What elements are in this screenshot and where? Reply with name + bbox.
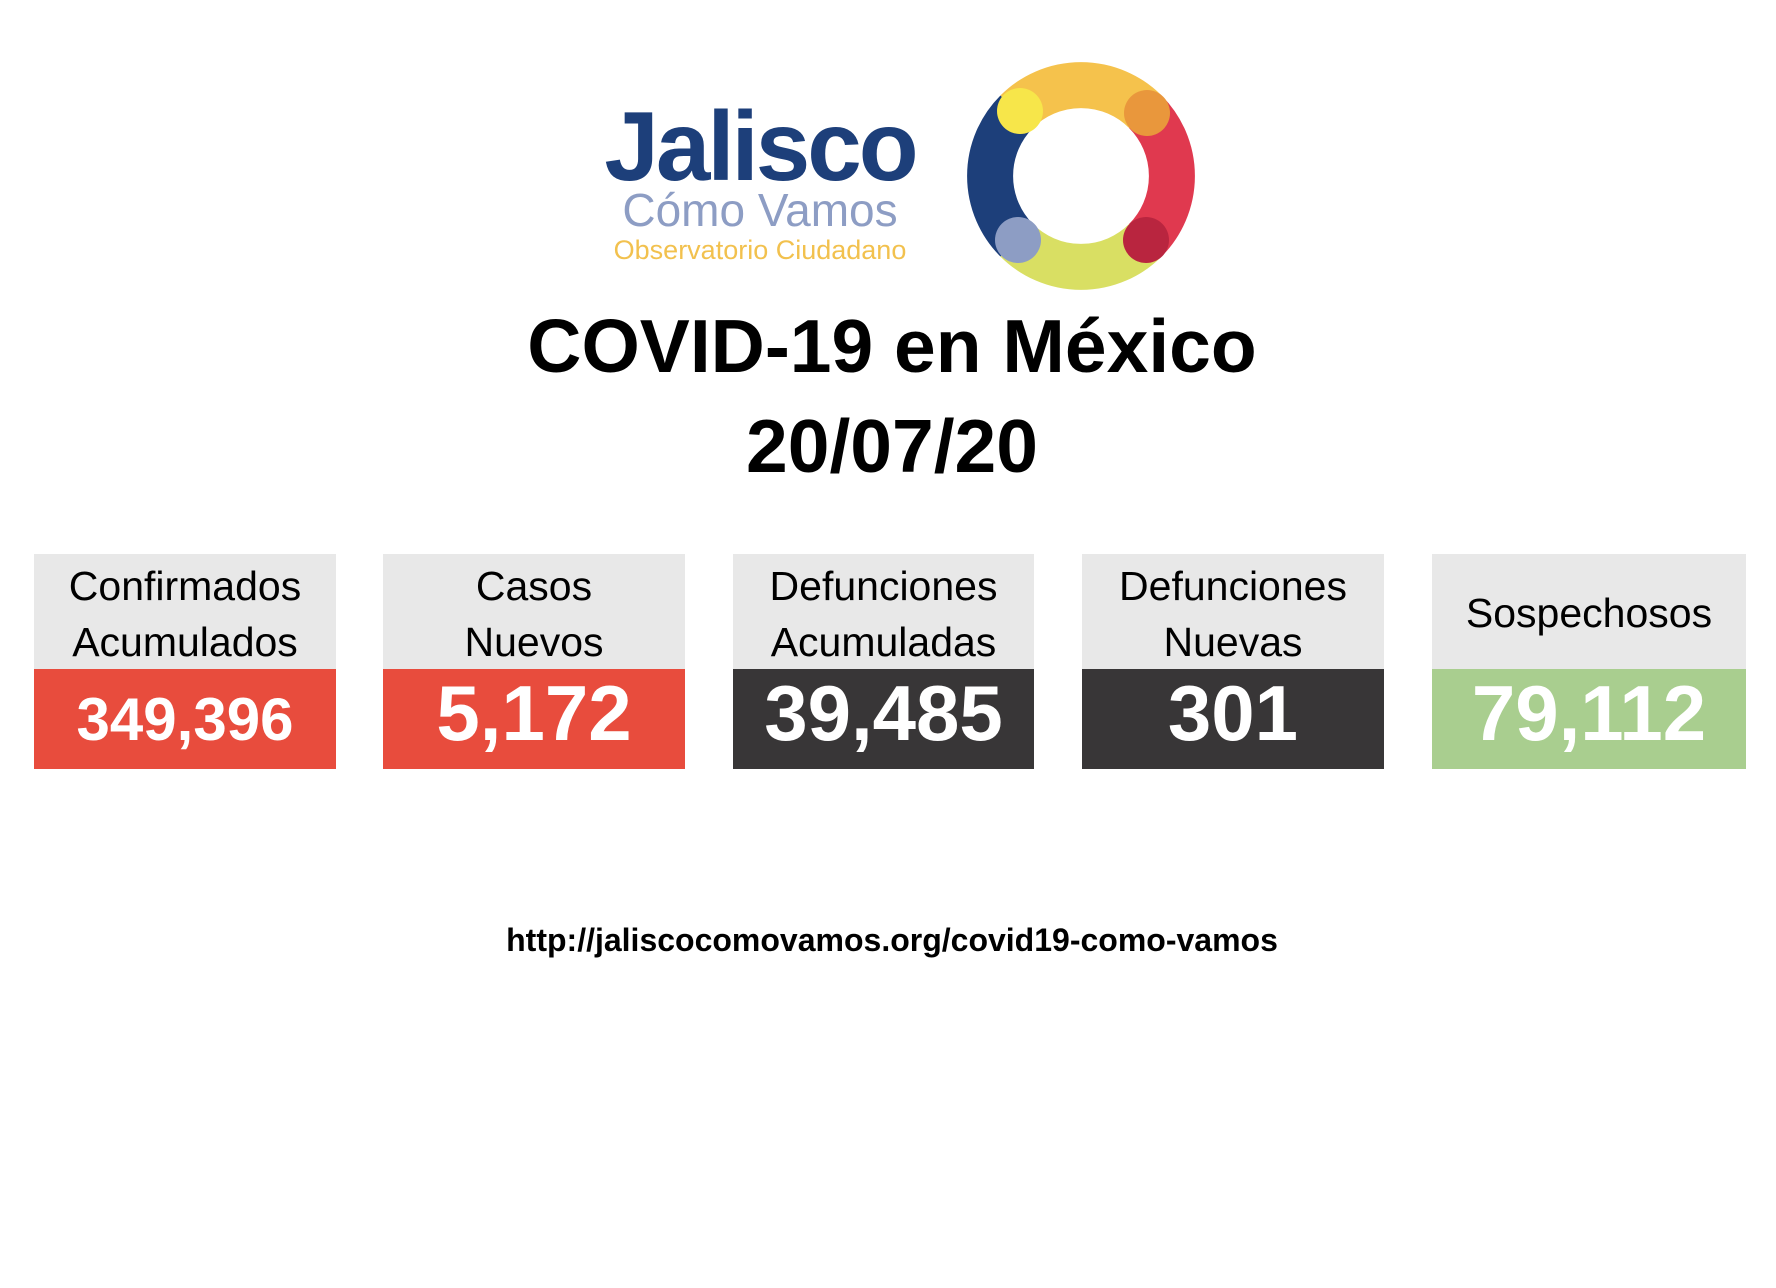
- card-label: Defunciones: [770, 563, 998, 609]
- card-value: 79,112: [1472, 669, 1706, 757]
- card-label: Defunciones: [1119, 563, 1347, 609]
- card-label: Sospechosos: [1466, 590, 1712, 636]
- logo-tagline: Observatorio Ciudadano: [614, 235, 907, 265]
- card-value-box: [733, 669, 1034, 769]
- card-value: 301: [1168, 669, 1298, 757]
- cards: Confirmados Acumulados 349,396 Casos Nuevos5…: [34, 554, 1746, 769]
- ring-dot: [997, 88, 1043, 134]
- card-header: [383, 554, 685, 669]
- ring-dot: [1123, 217, 1169, 263]
- card-value-box: [34, 669, 336, 769]
- card-label: Acumuladas: [771, 619, 997, 665]
- logo-subtitle: Cómo Vamos: [622, 184, 897, 236]
- card-header: [1082, 554, 1384, 669]
- card-value-box: [1082, 669, 1384, 769]
- card-value: 349,396: [77, 686, 294, 753]
- card-value-box: [383, 669, 685, 769]
- card-label: Acumulados: [72, 619, 298, 665]
- card-label: Nuevos: [464, 619, 603, 665]
- source-url: http://jaliscocomovamos.org/covid19-como…: [506, 922, 1278, 958]
- ring-dot: [1124, 90, 1170, 136]
- card-value-box: [1432, 669, 1746, 769]
- card-label: Nuevas: [1163, 619, 1302, 665]
- date: 20/07/20: [746, 404, 1038, 488]
- card-value: 39,485: [764, 669, 1003, 757]
- card-label: Casos: [476, 563, 592, 609]
- logo: Jalisco Cómo Vamos Observatorio Ciudadan…: [604, 62, 1195, 290]
- card-label: Confirmados: [69, 563, 301, 609]
- logo-name: Jalisco: [604, 91, 915, 201]
- card-value: 5,172: [436, 669, 631, 757]
- card-header: [733, 554, 1034, 669]
- card-header: [34, 554, 336, 669]
- title: COVID-19 en México: [527, 304, 1256, 388]
- card-header: [1432, 554, 1746, 669]
- ring-dot: [995, 217, 1041, 263]
